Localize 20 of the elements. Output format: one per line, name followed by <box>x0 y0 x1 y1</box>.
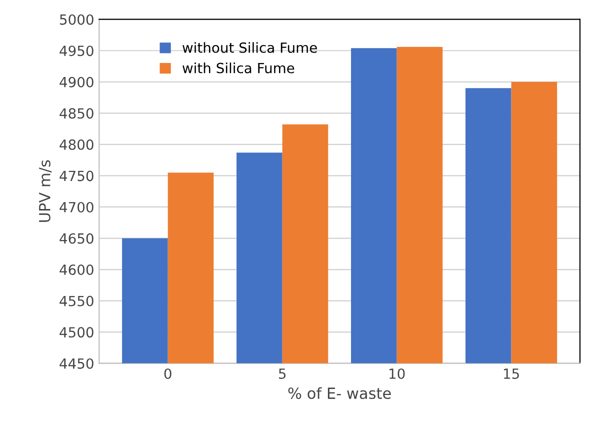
y-tick-label: 4550 <box>60 296 94 306</box>
legend-label: with Silica Fume <box>182 62 294 74</box>
y-tick-label: 4750 <box>60 170 94 182</box>
y-tick-label: 4850 <box>60 108 94 119</box>
x-axis-title: % of E- waste <box>288 387 391 400</box>
y-tick-label: 4500 <box>60 327 94 338</box>
y-tick-label: 4700 <box>60 202 94 212</box>
y-tick-label: 5000 <box>60 14 94 25</box>
y-tick-label: 4900 <box>60 76 94 88</box>
y-tick-label: 4450 <box>60 358 94 369</box>
x-tick-label: 15 <box>504 368 519 379</box>
y-axis-title: UPV m/s <box>39 160 52 222</box>
y-tick-label: 4800 <box>60 139 94 150</box>
x-tick-label: 10 <box>389 368 405 379</box>
y-tick-label: 4950 <box>60 46 94 56</box>
legend-label: without Silica Fume <box>182 42 317 53</box>
x-tick-label: 5 <box>278 368 286 379</box>
y-tick-label: 4650 <box>60 233 94 244</box>
y-tick-label: 4600 <box>60 264 94 276</box>
x-tick-label: 0 <box>164 368 172 379</box>
